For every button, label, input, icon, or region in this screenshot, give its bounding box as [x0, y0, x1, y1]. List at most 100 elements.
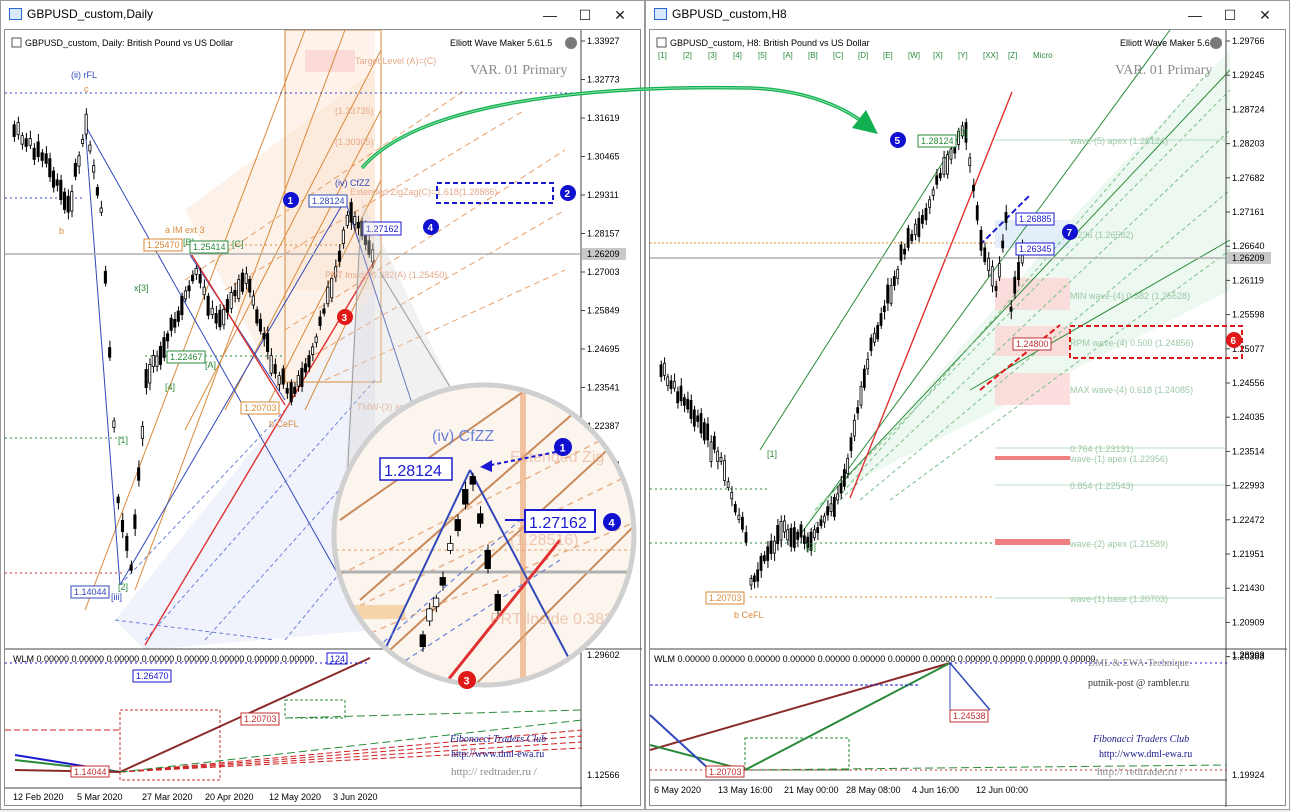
price-tick: 1.25077 [1232, 344, 1265, 354]
toolbar-item: [1] [658, 51, 667, 60]
close-button[interactable]: ✕ [614, 7, 626, 23]
svg-text:28 May 08:00: 28 May 08:00 [846, 785, 901, 795]
svg-text:(1.33735): (1.33735) [335, 106, 374, 116]
badge-5: 5 [895, 136, 901, 147]
price-tick: 1.21951 [1232, 549, 1265, 559]
window-title: GBPUSD_custom,Daily [27, 7, 154, 21]
ewm-label: Elliott Wave Maker 5.61.5 [450, 38, 552, 48]
svg-text:3 Jun 2020: 3 Jun 2020 [333, 792, 378, 802]
daily-chart-window[interactable]: GBPUSD_custom,Daily — ☐ ✕ [0, 0, 645, 810]
h8-chart-window[interactable]: GBPUSD_custom,H8 — ☐ ✕ [645, 0, 1290, 810]
toolbar-item: [3] [708, 51, 717, 60]
footer-url2[interactable]: http:// redtrader.ru / [451, 766, 538, 778]
svg-text:wave-(5) apex (1.28124): wave-(5) apex (1.28124) [1069, 136, 1168, 146]
sub-axis-bottom: 1.19924 [1232, 770, 1265, 780]
price-tick: 1.32773 [587, 75, 620, 85]
title-bar[interactable]: GBPUSD_custom,H8 — ☐ ✕ [646, 1, 1289, 29]
footer-email[interactable]: putnik-post @ rambler.ru [1088, 678, 1189, 689]
title-bar[interactable]: GBPUSD_custom,Daily — ☐ ✕ [1, 1, 644, 29]
close-button[interactable]: ✕ [1259, 7, 1271, 23]
wave-toolbar[interactable]: [1] [2] [3] [4] [5] [A] [B] [C] [D] [E] [W] [X] [Y] [… [658, 51, 1053, 60]
minimize-button[interactable]: — [1188, 7, 1202, 23]
wlm-price-label: 1.20703 [709, 767, 742, 777]
footer-club: Fibonacci Traders Club [1092, 734, 1189, 745]
price-tick: 1.22993 [1232, 481, 1265, 491]
toolbar-item: [A] [783, 51, 793, 60]
wave1-apex-bar [995, 456, 1070, 460]
svg-text:1.25414: 1.25414 [193, 242, 226, 252]
svg-text:[iii]: [iii] [111, 592, 122, 602]
svg-text:0.764 (1.23131): 0.764 (1.23131) [1070, 444, 1134, 454]
current-price-tag [1227, 252, 1271, 264]
date-axis: 6 May 2020 13 May 16:00 21 May 00:00 28 … [654, 785, 1028, 795]
price-tick: 1.27003 [587, 267, 620, 277]
wave-labels: (ii) rFL c b a IM ext 3 x[3] [4] [1] [2]… [59, 70, 370, 602]
toolbar-item: [2] [683, 51, 692, 60]
footer-url2[interactable]: http:// redtrader.ru / [1097, 766, 1184, 778]
ewm-gear-icon[interactable] [565, 37, 577, 49]
toolbar-item: [D] [858, 51, 868, 60]
ewm-gear-icon[interactable] [1210, 37, 1222, 49]
svg-text:x[3]: x[3] [134, 283, 149, 293]
collapse-icon[interactable] [11, 37, 22, 48]
toolbar-item: Micro [1033, 51, 1053, 60]
minimize-button[interactable]: — [543, 7, 557, 23]
svg-text:wave-(1) apex (1.22956): wave-(1) apex (1.22956) [1069, 454, 1168, 464]
toolbar-item: [X] [933, 51, 943, 60]
h8-chart-svg[interactable]: 1.29766 1.29245 1.28724 1.28203 1.27682 1.271… [649, 29, 1287, 807]
red-wave-line [189, 251, 286, 406]
fib-zone [285, 30, 375, 290]
price-tick: 1.24695 [587, 344, 620, 354]
symbol-info: GBPUSD_custom, H8: British Pound vs US D… [670, 38, 870, 48]
window-title: GBPUSD_custom,H8 [672, 7, 787, 21]
chart-area[interactable]: 1.33927 1.32773 1.31619 1.30465 1.29311 1.281… [4, 29, 642, 807]
sub-axis-top: 1.28903 [1232, 650, 1265, 660]
target-rect [305, 50, 355, 72]
footer-url1[interactable]: http://www.dml-ewa.ru [1099, 749, 1192, 760]
svg-text:[C]: [C] [232, 239, 244, 249]
max-wave-zone [995, 373, 1070, 405]
toolbar-item: [E] [883, 51, 893, 60]
svg-text:1.25470: 1.25470 [147, 240, 180, 250]
svg-text:[1]: [1] [767, 449, 777, 459]
svg-text:RPM wave-(4) 0.500 (1.24856): RPM wave-(4) 0.500 (1.24856) [1070, 338, 1194, 348]
current-price-tag [582, 248, 626, 260]
daily-chart-svg[interactable]: 1.33927 1.32773 1.31619 1.30465 1.29311 1.281… [5, 29, 642, 807]
svg-text:1.20703: 1.20703 [709, 593, 742, 603]
wlm-blue-line [949, 662, 991, 711]
badges: 1 2 3 4 [283, 185, 576, 325]
wlm-price-box [70, 765, 110, 778]
maximize-button[interactable]: ☐ [1223, 7, 1237, 23]
wlm-lines [649, 662, 951, 771]
svg-text:wave-(1) base (1.20703): wave-(1) base (1.20703) [1069, 594, 1168, 604]
price-tick: 1.21233 [587, 460, 620, 470]
fib-zone [185, 70, 375, 400]
chart-area[interactable]: 1.29766 1.29245 1.28724 1.28203 1.27682 1.271… [649, 29, 1287, 807]
toolbar-item: [4] [733, 51, 742, 60]
svg-text:12 May 2020: 12 May 2020 [269, 792, 321, 802]
symbol-info: GBPUSD_custom, Daily: British Pound vs U… [25, 38, 233, 48]
ewm-label: Elliott Wave Maker 5.61.5 [1120, 38, 1222, 48]
collapse-icon[interactable] [656, 37, 667, 48]
sub-rect [119, 709, 221, 781]
toolbar-item: [C] [833, 51, 843, 60]
wlm-dashed-lines [5, 729, 583, 773]
price-tick: 1.26640 [1232, 241, 1265, 251]
svg-text:[2]: [2] [806, 542, 816, 552]
svg-text:TMW-(3) apex: TMW-(3) apex [357, 402, 415, 412]
date-axis: 12 Feb 2020 5 Mar 2020 27 Mar 2020 20 Ap… [13, 792, 378, 802]
price-tick: 1.31619 [587, 113, 620, 123]
svg-text:[2]: [2] [118, 582, 128, 592]
current-price-label: 1.26209 [1232, 253, 1265, 263]
price-tick: 1.33927 [587, 36, 620, 46]
maximize-button[interactable]: ☐ [578, 7, 592, 23]
svg-text:6 May 2020: 6 May 2020 [654, 785, 701, 795]
svg-text:1.24800: 1.24800 [1016, 339, 1049, 349]
svg-text:1.28124: 1.28124 [312, 196, 345, 206]
sub-axis-top: 1.29602 [587, 650, 620, 660]
footer-url1[interactable]: http://www.dml-ewa.ru [451, 749, 544, 760]
wlm-indicator-text: WLM 0.00000 0.00000 0.00000 0.00000 0.00… [654, 654, 1095, 664]
price-tick: 1.23514 [1232, 446, 1265, 456]
toolbar-item: [XX] [983, 51, 998, 60]
price-tick: 1.22472 [1232, 515, 1265, 525]
